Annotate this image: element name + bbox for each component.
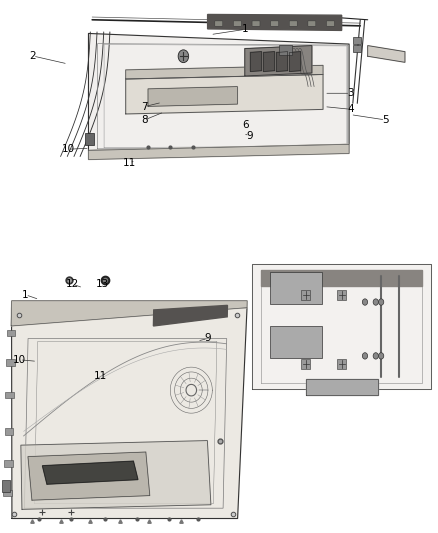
- Polygon shape: [290, 52, 300, 71]
- Polygon shape: [126, 75, 323, 114]
- FancyBboxPatch shape: [326, 21, 334, 26]
- Polygon shape: [21, 441, 211, 510]
- Text: 3: 3: [347, 88, 354, 98]
- Text: 8: 8: [141, 115, 148, 125]
- Text: 1: 1: [242, 25, 249, 34]
- Bar: [353, 45, 361, 52]
- Polygon shape: [148, 87, 237, 107]
- Bar: [353, 37, 361, 44]
- FancyBboxPatch shape: [289, 21, 297, 26]
- Circle shape: [378, 299, 384, 305]
- Bar: [270, 272, 322, 304]
- FancyBboxPatch shape: [215, 21, 223, 26]
- Text: 1: 1: [22, 290, 29, 300]
- Circle shape: [378, 353, 384, 359]
- Text: 6: 6: [242, 120, 249, 130]
- Text: 13: 13: [96, 279, 110, 289]
- Bar: [7, 329, 15, 336]
- Polygon shape: [261, 270, 422, 286]
- Bar: [2, 480, 10, 492]
- Circle shape: [362, 299, 367, 305]
- Polygon shape: [208, 14, 342, 30]
- Bar: [301, 290, 310, 301]
- Polygon shape: [11, 301, 247, 326]
- Text: 11: 11: [94, 371, 107, 381]
- Bar: [270, 326, 322, 358]
- Bar: [5, 392, 14, 398]
- Text: 4: 4: [347, 104, 354, 114]
- Bar: [301, 359, 310, 369]
- FancyBboxPatch shape: [308, 21, 316, 26]
- Bar: [3, 490, 12, 497]
- Circle shape: [373, 299, 378, 305]
- FancyBboxPatch shape: [233, 21, 241, 26]
- Polygon shape: [367, 46, 405, 62]
- Polygon shape: [88, 34, 349, 150]
- Bar: [337, 359, 346, 369]
- Text: 2: 2: [29, 51, 36, 61]
- Circle shape: [178, 50, 189, 63]
- Text: 10: 10: [61, 144, 74, 154]
- Polygon shape: [153, 305, 227, 326]
- FancyBboxPatch shape: [252, 21, 260, 26]
- Text: 9: 9: [205, 334, 212, 343]
- Text: 9: 9: [246, 131, 253, 141]
- Bar: [4, 428, 13, 434]
- Bar: [4, 461, 13, 467]
- Bar: [279, 45, 292, 55]
- Polygon shape: [251, 52, 261, 71]
- Text: 12: 12: [66, 279, 79, 289]
- Text: 11: 11: [123, 158, 136, 167]
- Polygon shape: [245, 46, 312, 76]
- Bar: [337, 290, 346, 301]
- Polygon shape: [306, 379, 378, 395]
- Polygon shape: [42, 461, 138, 484]
- Polygon shape: [263, 52, 275, 71]
- Bar: [85, 133, 94, 145]
- Circle shape: [362, 353, 367, 359]
- Polygon shape: [88, 144, 349, 159]
- Polygon shape: [126, 66, 323, 79]
- Bar: [6, 359, 15, 366]
- Text: 5: 5: [382, 115, 389, 125]
- Polygon shape: [276, 52, 288, 71]
- Polygon shape: [28, 452, 150, 500]
- Circle shape: [373, 353, 378, 359]
- Text: 7: 7: [141, 102, 148, 111]
- Text: 10: 10: [13, 355, 26, 365]
- Polygon shape: [11, 308, 247, 519]
- Polygon shape: [252, 264, 431, 389]
- FancyBboxPatch shape: [271, 21, 279, 26]
